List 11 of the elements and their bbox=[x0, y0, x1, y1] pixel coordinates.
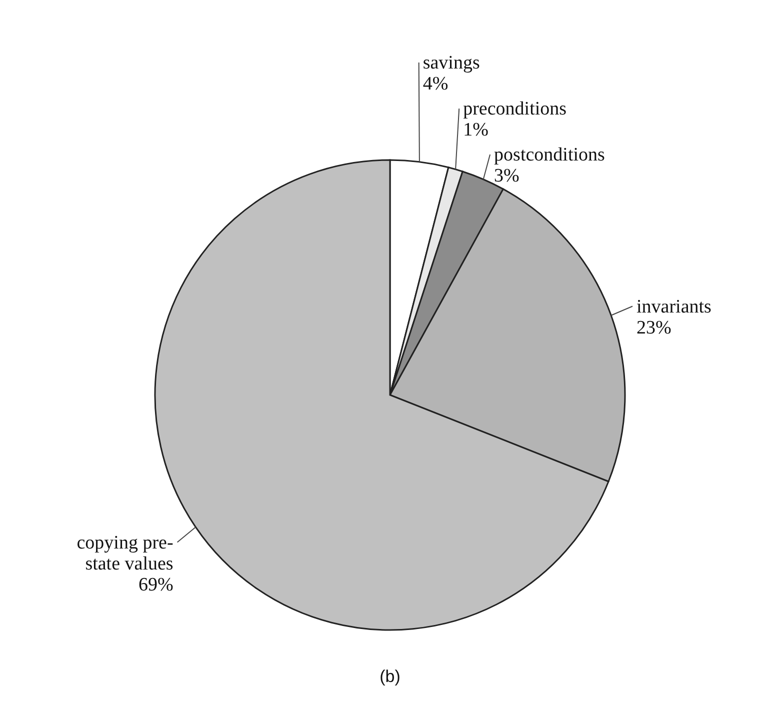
slice-label: invariants bbox=[636, 296, 712, 318]
text: (b) bbox=[380, 667, 400, 686]
data-label: 1% bbox=[463, 120, 489, 141]
slice-label: preconditions bbox=[463, 98, 567, 120]
slice-label: postconditions bbox=[494, 144, 605, 166]
data-label: 4% bbox=[422, 74, 448, 95]
data-label: 69% bbox=[138, 574, 174, 596]
slice-label: copying pre-state values bbox=[76, 532, 174, 574]
data-label: 3% bbox=[494, 166, 520, 187]
data-label: 23% bbox=[636, 317, 672, 338]
slice-label: savings bbox=[422, 52, 480, 74]
